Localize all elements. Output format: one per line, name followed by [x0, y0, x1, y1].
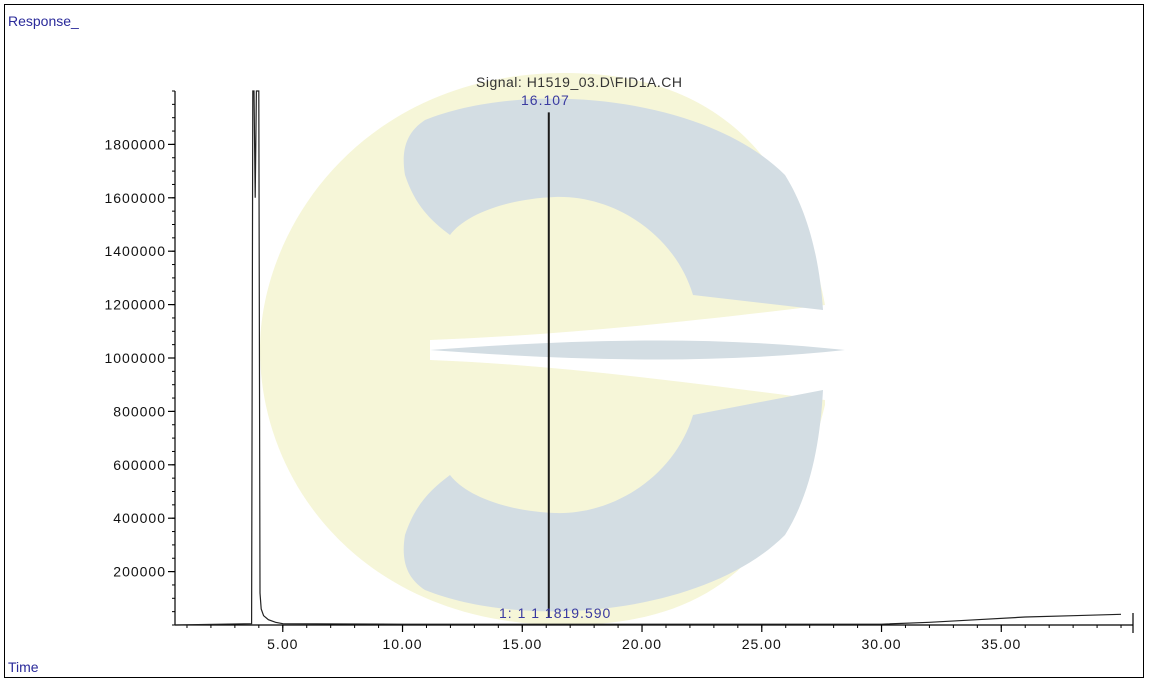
x-tick-label: 5.00 — [267, 636, 298, 652]
x-tick-label: 15.00 — [502, 636, 542, 652]
y-tick-label: 400000 — [113, 510, 166, 526]
bottom-peak-label: 1: 1 1 1819.590 — [499, 605, 611, 621]
ticks: 200000 400000 600000 800000 1000000 1200000 14… — [104, 90, 1134, 652]
y-tick-label: 600000 — [113, 457, 166, 473]
y-tick-label: 200000 — [113, 564, 166, 580]
y-tick-label: 1400000 — [104, 243, 166, 259]
y-tick-label: 1600000 — [104, 190, 166, 206]
x-axis-title: Time — [8, 659, 39, 675]
x-tick-label: 25.00 — [742, 636, 782, 652]
y-axis-title: Response_ — [8, 13, 79, 29]
y-tick-label: 1800000 — [104, 136, 166, 152]
watermark-logo — [260, 73, 845, 625]
y-tick-label: 1000000 — [104, 350, 166, 366]
chromatogram-trace — [174, 90, 1122, 626]
x-tick-label: 20.00 — [622, 636, 662, 652]
y-tick-label: 800000 — [113, 403, 166, 419]
watermark-blue-shape — [403, 98, 845, 612]
signal-title: Signal: H1519_03.D\FID1A.CH — [476, 74, 683, 90]
peak-label: 16.107 — [521, 92, 570, 108]
x-tick-label: 35.00 — [981, 636, 1021, 652]
chart-window: Response_ Time 200000 400000 600000 800000 1… — [4, 4, 1144, 678]
x-tick-label: 30.00 — [862, 636, 902, 652]
traces — [174, 90, 1122, 626]
x-tick-label: 10.00 — [383, 636, 423, 652]
y-tick-label: 1200000 — [104, 297, 166, 313]
chromatogram-plot: 200000 400000 600000 800000 1000000 1200000 14… — [104, 73, 1134, 652]
